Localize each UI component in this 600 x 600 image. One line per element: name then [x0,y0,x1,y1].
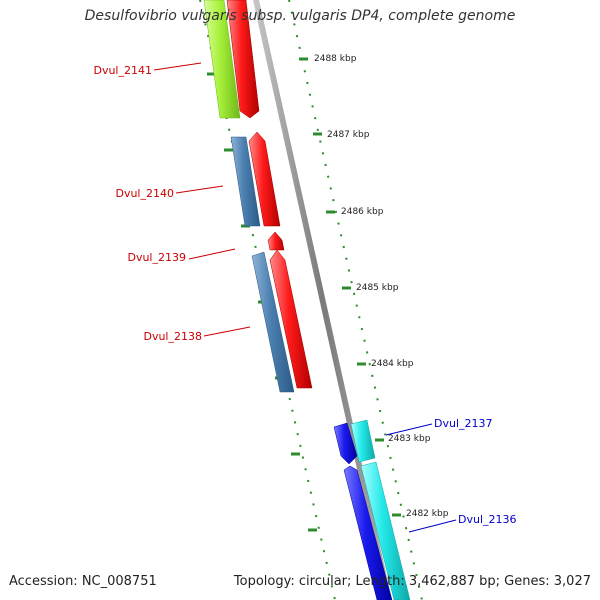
gene-dvul-2140-forward [248,131,281,227]
genes [203,0,411,600]
gene-dvul-2136-forward [360,461,411,600]
scale-label: 2488 kbp [314,54,357,64]
page-title: Desulfovibrio vulgaris subsp. vulgaris D… [84,8,516,24]
gene-label-dvul-2137: Dvul_2137 [434,417,493,430]
leader-dvul-2140 [175,185,224,194]
gene-dvul-2139-forward [267,231,285,251]
gene-label-dvul-2139: Dvul_2139 [127,251,186,264]
scale-label: 2482 kbp [406,509,449,519]
accession-text: Accession: NC_008751 [9,574,157,589]
scale-label: 2487 kbp [327,130,370,140]
scale-label: 2485 kbp [356,283,399,293]
gene-dvul-2140-reverse [230,136,261,227]
gene-label-dvul-2138: Dvul_2138 [143,330,202,343]
gene-dvul-2141-forward [226,0,260,119]
leader-dvul-2138 [203,326,251,337]
leader-dvul-2141 [153,62,202,71]
gene-label-dvul-2136: Dvul_2136 [458,513,517,526]
major-ticks [207,57,401,532]
scale-label: 2484 kbp [371,359,414,369]
leader-dvul-2136 [408,519,457,533]
gene-dvul-2137-reverse [333,422,358,465]
gene-dvul-2138-reverse [251,251,295,393]
label-leaders [153,62,457,533]
gene-label-dvul-2140: Dvul_2140 [115,187,174,200]
topology-text: Topology: circular; Length: 3,462,887 bp… [233,574,591,589]
gene-dvul-2138-forward [269,249,313,389]
gene-dvul-2136-reverse [343,465,393,600]
leader-dvul-2137 [385,423,433,436]
leader-dvul-2139 [188,248,236,260]
scale-label: 2486 kbp [341,207,384,217]
scale-label: 2483 kbp [388,434,431,444]
gene-dvul-2141-reverse [203,0,241,119]
gene-label-dvul-2141: Dvul_2141 [93,64,152,77]
gene-dvul-2137-forward [350,419,376,463]
